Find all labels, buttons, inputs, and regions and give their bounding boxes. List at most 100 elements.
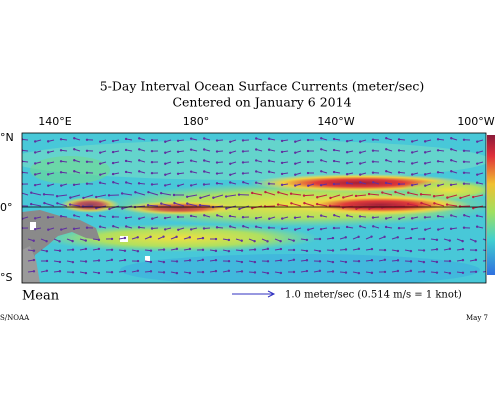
arrow-head: [459, 196, 462, 200]
arrow-head: [292, 270, 296, 274]
arrow-head: [214, 258, 218, 262]
arrow-head: [410, 162, 414, 165]
arrow-head: [46, 173, 50, 176]
arrow-head: [267, 170, 271, 173]
arrow-head: [370, 247, 374, 251]
longitude-label: 140°W: [317, 115, 354, 128]
arrow-head: [318, 237, 322, 241]
current-arrow: [199, 204, 211, 207]
arrow-head: [424, 228, 427, 231]
arrow-head: [203, 214, 206, 217]
arrow-head: [294, 184, 297, 187]
arrow-head: [318, 260, 322, 263]
arrow-head: [176, 150, 180, 153]
arrow-head: [306, 171, 310, 175]
arrow-head: [163, 216, 167, 220]
arrow-head: [461, 247, 465, 251]
arrow-head: [410, 173, 414, 176]
arrow-head: [381, 191, 384, 194]
arrow-head: [111, 150, 115, 154]
current-arrow: [174, 202, 185, 207]
arrow-head: [111, 139, 115, 143]
arrow-head: [176, 139, 180, 142]
arrow-head: [306, 149, 310, 153]
arrow-head: [124, 181, 128, 184]
arrow-head: [371, 149, 375, 152]
arrow-head: [450, 137, 453, 140]
arrow-head: [372, 181, 375, 184]
arrow-head: [449, 183, 453, 187]
arrow-head: [201, 236, 205, 240]
arrow-head: [292, 258, 296, 262]
arrow-head: [277, 191, 280, 194]
arrow-head: [475, 181, 479, 184]
arrow-head: [162, 248, 166, 251]
arrow-head: [436, 138, 440, 141]
arrow-head: [97, 247, 101, 251]
arrow-head: [384, 217, 388, 220]
arrow-head: [370, 235, 373, 238]
arrow-head: [432, 195, 436, 198]
arrow-head: [255, 148, 258, 151]
arrow-head: [276, 203, 280, 206]
arrow-head: [302, 194, 306, 197]
arrow-head: [240, 239, 243, 242]
arrow-head: [202, 137, 206, 140]
arrow-head: [164, 140, 167, 143]
arrow-head: [71, 248, 75, 251]
title: 5-Day Interval Ocean Surface Currents (m…: [100, 79, 425, 94]
arrow-head: [189, 228, 193, 231]
arrow-head: [255, 170, 258, 173]
arrow-head: [241, 172, 245, 175]
current-arrow: [317, 203, 328, 207]
arrow-head: [214, 237, 218, 241]
arrow-head: [292, 248, 296, 252]
arrow-head: [124, 225, 128, 228]
arrow-head: [331, 270, 335, 273]
arrow-head: [147, 190, 150, 194]
arrow-head: [397, 226, 401, 230]
arrow-head: [215, 139, 219, 142]
arrow-head: [345, 225, 349, 229]
arrow-head: [251, 206, 254, 210]
arrow-head: [306, 215, 310, 218]
arrow-head: [280, 139, 284, 143]
arrow-head: [394, 190, 397, 194]
arrow-head: [215, 226, 219, 229]
arrow-head: [475, 225, 479, 228]
arrow-head: [111, 161, 115, 165]
arrow-head: [85, 182, 89, 185]
arrow-head: [188, 259, 192, 262]
arrow-head: [359, 181, 362, 184]
arrow-head: [85, 171, 89, 174]
arrow-head: [266, 271, 270, 275]
arrow-head: [240, 249, 244, 252]
latitude-label: °N: [0, 131, 14, 144]
arrow-head: [98, 181, 102, 184]
arrow-head: [228, 214, 232, 218]
arrow-head: [172, 193, 176, 197]
arrow-head: [357, 271, 361, 275]
arrow-head: [371, 138, 375, 141]
arrow-head: [359, 151, 362, 154]
arrow-head: [95, 195, 98, 199]
arrow-head: [84, 239, 87, 242]
longitude-label: 100°W: [457, 115, 494, 128]
arrow-head: [359, 225, 362, 228]
arrow-head: [448, 247, 452, 251]
arrow-head: [371, 171, 375, 174]
arrow-head: [368, 207, 371, 211]
arrow-head: [307, 228, 310, 231]
arrow-head: [137, 182, 141, 185]
arrow-head: [255, 137, 258, 140]
latitude-label: 0°: [0, 201, 13, 214]
arrow-head: [224, 195, 228, 198]
arrow-head: [202, 227, 206, 230]
arrow-head: [214, 269, 218, 273]
arrow-head: [450, 148, 453, 151]
arrow-head: [189, 170, 193, 173]
arrow-head: [159, 191, 163, 195]
arrow-head: [186, 202, 189, 205]
current-arrow: [473, 194, 484, 198]
arrow-head: [98, 214, 102, 217]
